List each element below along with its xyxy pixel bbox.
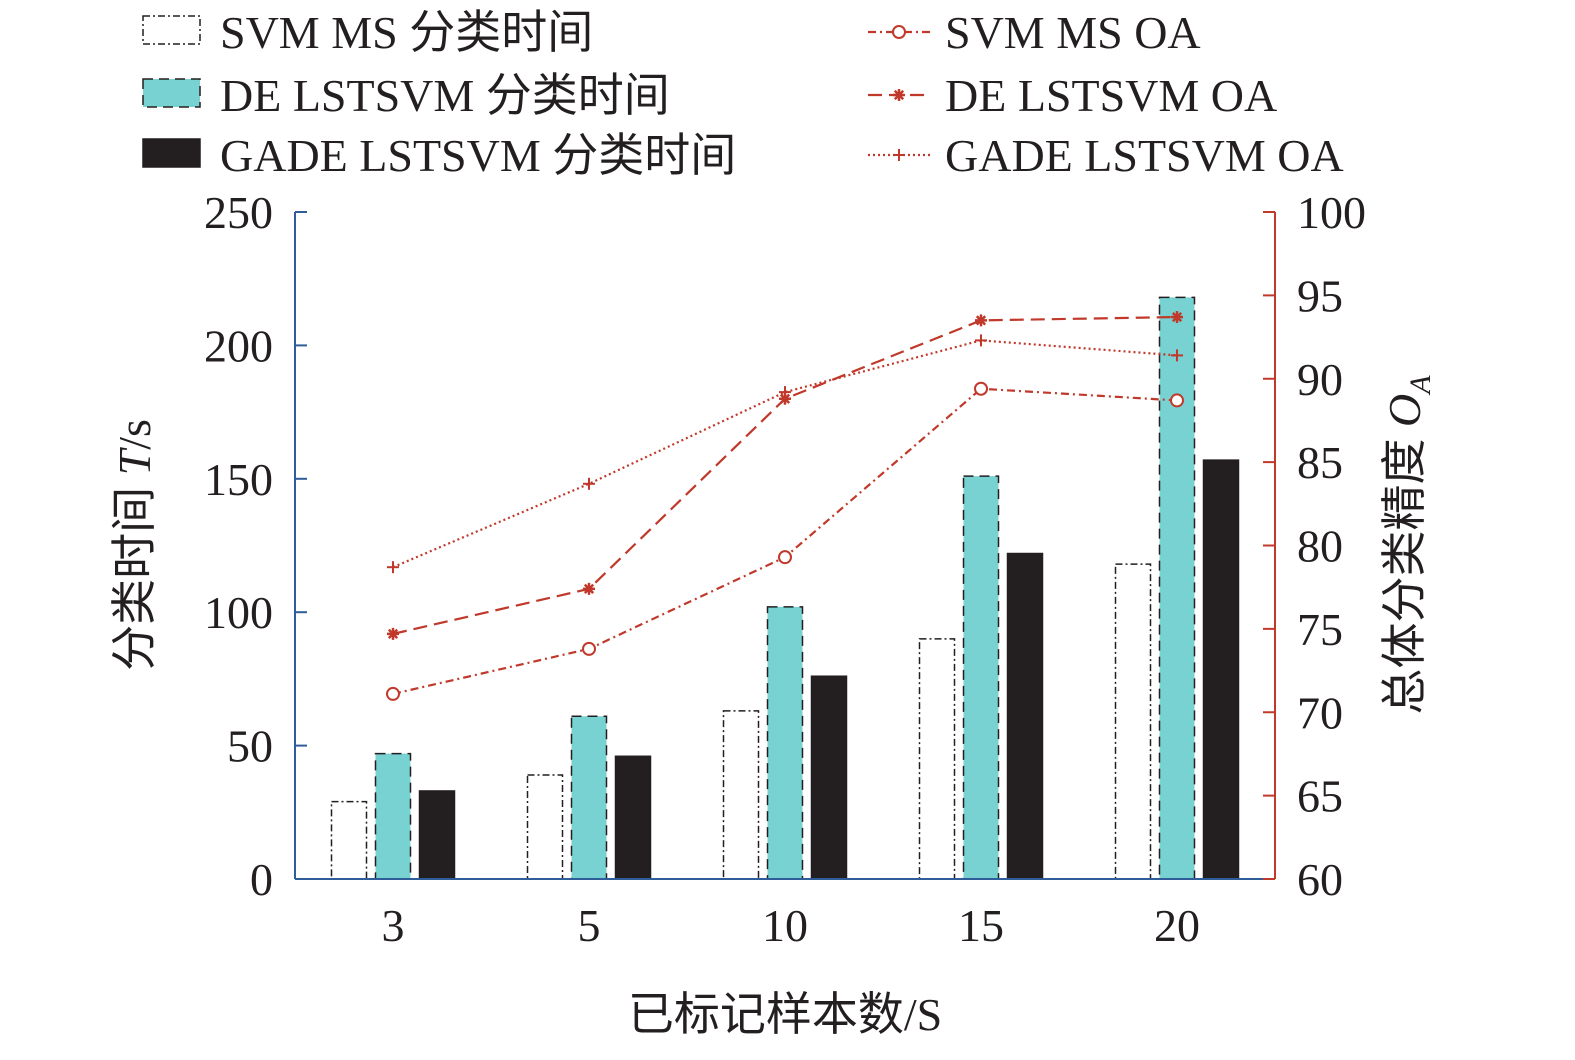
legend-swatch [142, 78, 201, 108]
bar [1202, 459, 1240, 880]
bar [766, 606, 804, 880]
axes: 0 50 100 150 200 250 60 65 70 75 80 85 90 95 100 3 5 10 15… [204, 187, 1366, 951]
bar [614, 755, 652, 880]
x-axis-label: 已标记样本数/S [628, 989, 942, 1040]
line-point [975, 334, 987, 347]
line-point [779, 386, 791, 399]
x-tick-label: 3 [382, 900, 405, 951]
line-layer [386, 311, 1184, 701]
line-point-stroke [975, 315, 987, 326]
y-axis-left-label: 分类时间 T/s [109, 419, 160, 671]
line-point-stroke [779, 393, 791, 404]
bar-layer [330, 296, 1240, 880]
y-axis-right-label-var: O [1379, 394, 1430, 427]
line-point [893, 149, 905, 161]
bar [918, 638, 956, 880]
y-right-tick-label: 85 [1297, 437, 1343, 488]
bar [418, 790, 456, 880]
y-axis-left-label-text: 分类时间 [109, 475, 160, 671]
line-point [1171, 349, 1183, 362]
x-tick-label: 5 [578, 900, 601, 951]
y-axis-right-label-text: 总体分类精度 [1379, 427, 1430, 715]
line-point [387, 561, 399, 574]
y-left-tick-label: 50 [227, 721, 273, 772]
y-left-tick-label: 200 [204, 320, 273, 371]
line-point [583, 477, 595, 490]
legend-label: SVM MS OA [945, 7, 1201, 58]
y-axis-left-label-var: T [109, 446, 160, 475]
legend-label: SVM MS 分类时间 [220, 7, 593, 58]
line-point [582, 641, 596, 656]
y-right-tick-label: 80 [1297, 521, 1343, 572]
line-point [975, 314, 987, 327]
line-point [974, 381, 988, 396]
y-right-tick-label: 90 [1297, 354, 1343, 405]
line-point-stroke [387, 628, 399, 639]
line-point [779, 392, 791, 405]
line-point [1170, 393, 1184, 408]
line-point [386, 686, 400, 701]
line-point [778, 550, 792, 565]
x-tick-label: 10 [762, 900, 808, 951]
legend-label: DE LSTSVM OA [945, 70, 1277, 121]
y-axis-left-label-unit: /s [109, 419, 160, 450]
line-point-stroke [583, 583, 595, 594]
line-point-stroke [893, 89, 905, 101]
x-tick-label: 15 [958, 900, 1004, 951]
series-line [392, 339, 1178, 569]
legend-swatch [142, 138, 201, 168]
y-right-tick-label: 65 [1297, 771, 1343, 822]
x-tick-label: 20 [1154, 900, 1200, 951]
bar [526, 774, 564, 880]
bar [810, 675, 848, 880]
y-right-tick-label: 75 [1297, 604, 1343, 655]
y-right-tick-label: 60 [1297, 854, 1343, 905]
y-right-tick-label: 95 [1297, 270, 1343, 321]
line-point [893, 89, 905, 101]
y-left-tick-label: 250 [204, 187, 273, 238]
y-axis-right-label-sub: A [1404, 375, 1437, 396]
y-left-tick-label: 100 [204, 587, 273, 638]
legend-label: GADE LSTSVM OA [945, 130, 1344, 181]
line-point [387, 627, 399, 640]
y-right-tick-label: 100 [1297, 187, 1366, 238]
legend-label: DE LSTSVM 分类时间 [220, 70, 670, 121]
y-left-tick-label: 0 [250, 854, 273, 905]
legend: SVM MS 分类时间 DE LSTSVM 分类时间 GADE LSTSVM 分类时… [142, 7, 1344, 181]
bar [722, 710, 760, 880]
line-point [583, 582, 595, 595]
line-point-stroke [1171, 311, 1183, 323]
legend-swatch [142, 15, 201, 45]
y-axis-right-label: 总体分类精度 OA [1379, 375, 1437, 715]
line-point [1171, 311, 1183, 324]
series-line [392, 315, 1178, 635]
bar [374, 752, 412, 880]
bar [1114, 563, 1152, 880]
line-point [892, 25, 906, 39]
bar [962, 475, 1000, 880]
y-left-tick-label: 150 [204, 454, 273, 505]
bar [1006, 552, 1044, 880]
bar [330, 800, 368, 880]
bar [1158, 296, 1196, 880]
legend-label: GADE LSTSVM 分类时间 [220, 130, 736, 181]
bar [570, 715, 608, 880]
y-right-tick-label: 70 [1297, 687, 1343, 738]
